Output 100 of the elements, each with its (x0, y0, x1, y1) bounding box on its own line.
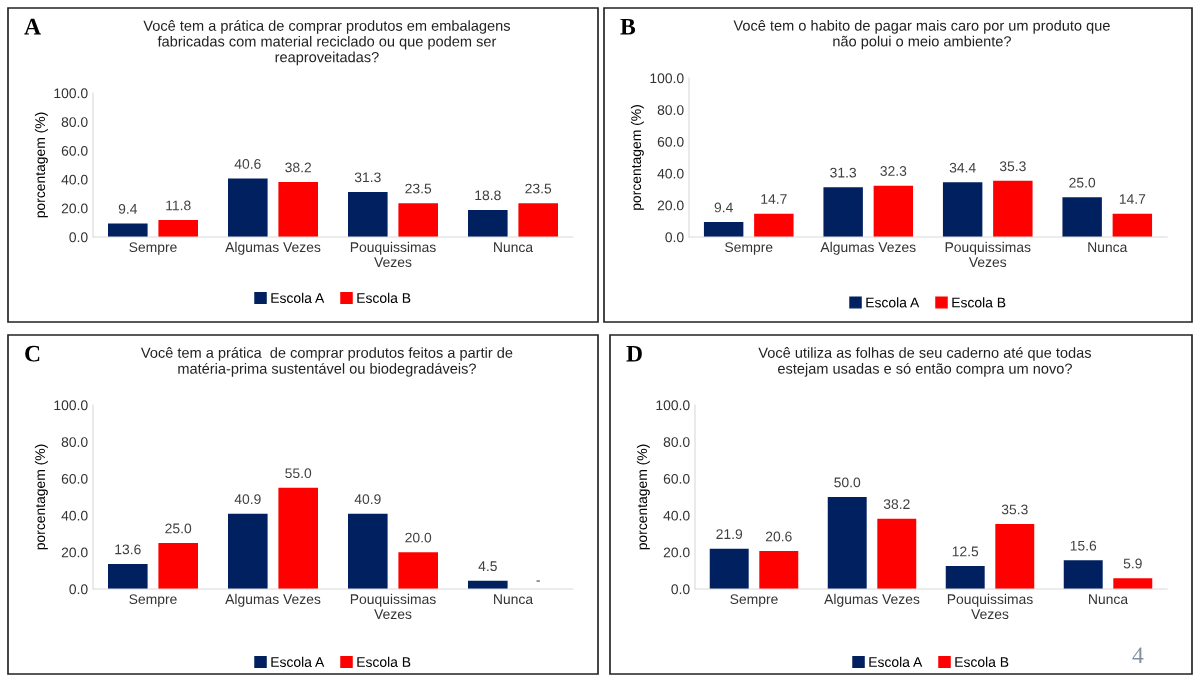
y-tick-label: 80.0 (61, 437, 88, 447)
text: - (536, 580, 540, 582)
bar (398, 552, 438, 589)
y-tick-label: 40.0 (61, 174, 88, 185)
bar (827, 497, 867, 589)
data-label: 35.3 (1001, 504, 1028, 515)
text: B (620, 18, 636, 35)
x-tick-label: Nunca (1089, 594, 1129, 605)
y-tick-label: 20.0 (61, 203, 88, 214)
bar (278, 181, 318, 237)
data-label: 9.4 (118, 203, 138, 214)
bar (1063, 560, 1103, 589)
y-axis-title: porcentagem (%) (34, 112, 48, 218)
bar (518, 203, 558, 237)
text: A (24, 18, 41, 35)
text: D (626, 345, 642, 362)
legend-label: Escola A (869, 656, 923, 667)
data-label: 25.0 (165, 523, 192, 534)
bar (348, 513, 388, 589)
legend-label: Escola B (357, 292, 411, 303)
bar (158, 543, 198, 589)
y-tick-label: 0.0 (69, 232, 88, 243)
y-tick-label: 0.0 (69, 584, 88, 595)
y-tick-label: 0.0 (665, 232, 684, 243)
legend-label: Escola B (952, 297, 1006, 308)
y-tick-label: 40.0 (657, 168, 684, 179)
bar (1062, 197, 1102, 237)
data-label: 50.0 (834, 477, 861, 488)
data-label: 34.4 (949, 162, 976, 173)
bar (228, 178, 268, 237)
chart-title: Você tem a prática de comprar produtos feitos a partir de matéria-prima sustentável ou biodegradáveis? (140, 347, 513, 377)
y-tick-label: 40.0 (663, 510, 690, 521)
bar (759, 551, 799, 589)
data-label: 23.5 (525, 183, 552, 194)
bar (158, 220, 198, 237)
y-tick-label: 60.0 (657, 136, 684, 147)
data-label: 12.5 (952, 546, 979, 557)
x-tick-label: Algumas Vezes (225, 241, 321, 255)
data-label: 13.6 (115, 544, 141, 555)
y-tick-label: 60.0 (61, 145, 88, 156)
y-axis-title: porcentagem (%) (630, 105, 644, 210)
y-tick-label: 100.0 (656, 400, 690, 411)
bar (877, 518, 917, 589)
data-label: 55.0 (285, 468, 312, 479)
y-tick-label: 0.0 (671, 584, 690, 595)
y-tick-label: 80.0 (61, 117, 88, 127)
chart-title: Você utiliza as folhas de seu caderno até que todas estejam usadas e só então compra um novo? (758, 347, 1092, 377)
text: C (25, 345, 40, 362)
bar (228, 513, 268, 589)
data-label: 31.3 (830, 167, 857, 178)
bar (942, 182, 983, 237)
y-axis-title: porcentagem (%) (34, 444, 48, 550)
x-tick-label: Nunca (494, 594, 534, 605)
bar (995, 524, 1035, 589)
data-label: 4.5 (478, 561, 497, 572)
bar (108, 223, 148, 237)
bar (754, 213, 794, 237)
y-tick-label: 100.0 (54, 88, 88, 99)
data-label: 21.9 (716, 529, 743, 540)
data-label: 15.6 (1070, 540, 1097, 551)
data-label: 20.6 (765, 531, 792, 542)
data-label: 32.3 (880, 166, 907, 176)
bar (945, 566, 985, 589)
legend-label: Escola A (866, 297, 920, 308)
data-label: 40.9 (354, 494, 381, 505)
y-tick-label: 20.0 (657, 200, 684, 211)
bar (823, 187, 863, 237)
data-label: 11.8 (166, 200, 191, 211)
y-tick-label: 60.0 (663, 473, 690, 484)
data-label: 31.3 (354, 172, 381, 183)
y-tick-label: 60.0 (61, 473, 88, 484)
x-tick-label: Algumas Vezes (824, 593, 920, 607)
bar (1112, 213, 1153, 237)
text: 4 (1132, 647, 1144, 663)
y-tick-label: 80.0 (663, 437, 690, 447)
bar (398, 203, 438, 237)
x-tick-label: Algumas Vezes (820, 241, 916, 255)
data-label: 38.2 (883, 499, 910, 510)
bar (1113, 578, 1153, 589)
data-label: 18.8 (475, 190, 501, 201)
x-tick-label: Algumas Vezes (225, 593, 321, 607)
y-tick-label: 80.0 (657, 105, 684, 115)
data-label: 23.5 (405, 183, 432, 194)
legend-label: Escola B (357, 656, 411, 667)
bar (348, 191, 388, 237)
bar (468, 209, 508, 237)
data-label: 40.9 (234, 494, 261, 505)
legend-label: Escola A (271, 656, 325, 667)
x-tick-label: Pouquissimas Vezes (945, 241, 1031, 268)
bar (703, 222, 744, 237)
x-tick-label: Nunca (494, 242, 534, 253)
data-label: 14.7 (1119, 194, 1146, 204)
y-tick-label: 100.0 (650, 73, 684, 84)
x-tick-label: Pouquissimas Vezes (350, 593, 436, 620)
data-label: 14.7 (761, 194, 787, 204)
bar (278, 487, 318, 589)
data-label: 40.6 (234, 159, 261, 169)
bar (873, 185, 914, 237)
data-label: 35.3 (999, 161, 1026, 172)
x-tick-label: Sempre (730, 594, 778, 607)
